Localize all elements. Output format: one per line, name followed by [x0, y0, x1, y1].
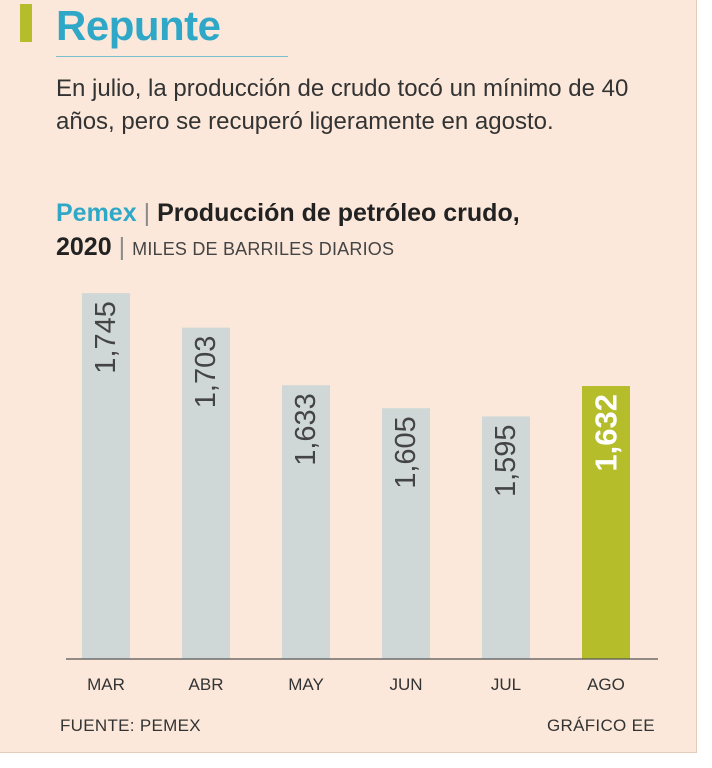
value-label-abr: 1,703 [190, 336, 222, 409]
x-tick-label-abr: ABR [189, 675, 224, 694]
infographic-card: Repunte En julio, la producción de crudo… [0, 0, 697, 753]
x-tick-label-mar: MAR [87, 675, 125, 694]
value-label-ago: 1,632 [589, 394, 624, 472]
x-tick-label-may: MAY [288, 675, 324, 694]
x-tick-label-jun: JUN [389, 675, 422, 694]
bar-chart: 1,745 MAR 1,703 ABR 1,633 MAY 1,605 JUN 1,595 JUL… [0, 0, 696, 752]
value-label-may: 1,633 [290, 393, 322, 466]
x-tick-label-ago: AGO [587, 675, 625, 694]
source-note: FUENTE: PEMEX [60, 716, 201, 736]
x-tick-label-jul: JUL [491, 675, 521, 694]
credit-note: GRÁFICO EE [547, 716, 655, 736]
value-label-jul: 1,595 [490, 424, 522, 497]
value-label-mar: 1,745 [90, 301, 122, 374]
value-label-jun: 1,605 [390, 416, 422, 489]
